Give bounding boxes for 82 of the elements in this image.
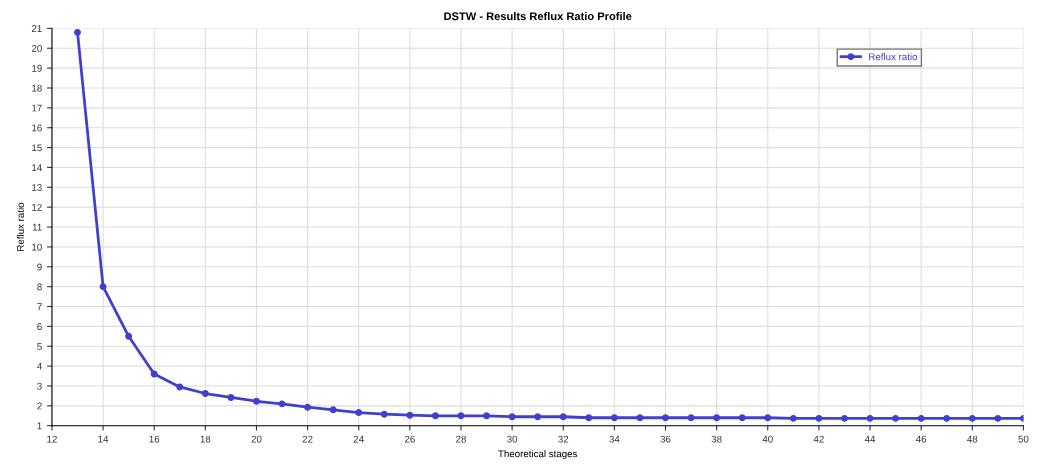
x-tick-label: 20 [251,435,262,443]
y-tick-label: 9 [37,263,42,271]
point [508,413,516,421]
point [329,406,337,414]
point [994,414,1002,422]
x-tick-label: 22 [302,435,313,443]
x-tick-label: 38 [711,435,722,443]
y-tick-label: 18 [32,84,42,92]
chart-title: DSTW - Results Reflux Ratio Profile [444,11,632,21]
x-tick-label: 24 [353,435,364,443]
point [252,397,260,405]
point [201,390,209,397]
y-tick-label: 7 [37,303,42,311]
point [585,414,593,422]
point [943,414,951,422]
y-tick-label: 10 [32,243,42,251]
point [713,414,721,422]
legend-label: Reflux ratio [869,53,918,61]
point [917,414,925,422]
point [150,370,158,378]
y-tick-label: 8 [37,283,42,291]
x-tick-label: 26 [404,435,415,443]
x-tick-label: 14 [98,435,109,443]
y-tick-label: 16 [32,124,42,132]
y-tick-label: 5 [37,343,42,350]
point [176,383,184,391]
point [815,414,823,422]
y-tick-label: 12 [32,203,42,211]
point [304,403,312,411]
x-tick-label: 12 [47,435,57,443]
point [840,414,848,422]
point [534,413,542,421]
point [892,414,900,422]
y-tick-label: 13 [32,184,42,191]
x-tick-label: 18 [200,435,211,443]
point [866,414,874,422]
point [380,410,388,418]
y-tick-label: 20 [31,44,42,52]
x-tick-label: 30 [507,435,518,443]
point [125,332,133,340]
point [431,412,439,420]
x-tick-label: 36 [660,435,671,443]
point [278,400,286,408]
x-tick-label: 50 [1018,435,1029,443]
y-tick-label: 14 [32,164,42,171]
x-tick-label: 44 [864,435,876,443]
y-tick-label: 2 [37,402,42,410]
point [662,414,669,422]
x-tick-label: 42 [813,435,824,443]
x-tick-label: 40 [762,435,773,443]
y-tick-label: 19 [32,64,42,72]
point [483,412,491,420]
point [406,411,414,419]
y-tick-label: 15 [32,144,42,152]
x-axis-title: Theoretical stages [498,450,578,460]
y-tick-label: 11 [32,223,42,231]
point [74,28,81,36]
point [738,414,746,422]
y-tick-label: 4 [37,362,42,370]
x-tick-label: 16 [149,435,160,443]
x-tick-label: 32 [558,435,569,443]
y-tick-label: 1 [37,422,42,430]
point [610,414,618,422]
y-tick-label: 3 [37,382,42,390]
y-axis-title: Reflux ratio [16,202,24,251]
point [99,283,107,291]
y-tick-label: 21 [31,25,42,32]
point [789,414,797,422]
y-tick-label: 17 [32,104,42,112]
point [764,414,772,422]
point [559,413,567,421]
x-tick-label: 34 [609,435,620,443]
point [227,394,235,401]
point [636,414,644,422]
x-tick-label: 48 [967,435,978,443]
point [687,414,695,422]
x-tick-label: 28 [456,435,466,443]
y-tick-label: 6 [37,323,42,330]
x-tick-label: 46 [915,435,927,443]
point [968,414,976,422]
point [355,409,363,417]
point [457,412,465,420]
